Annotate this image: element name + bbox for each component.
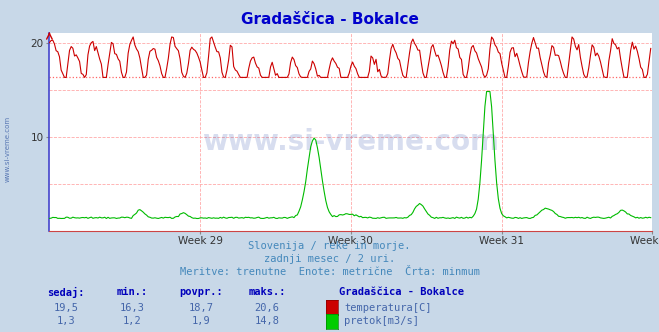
Text: Gradaščica - Bokalce: Gradaščica - Bokalce — [241, 12, 418, 27]
Text: 18,7: 18,7 — [188, 303, 214, 313]
Text: povpr.:: povpr.: — [179, 287, 223, 297]
Text: temperatura[C]: temperatura[C] — [344, 303, 432, 313]
Text: 16,3: 16,3 — [119, 303, 144, 313]
Text: Meritve: trenutne  Enote: metrične  Črta: minmum: Meritve: trenutne Enote: metrične Črta: … — [179, 267, 480, 277]
Text: www.si-vreme.com: www.si-vreme.com — [5, 116, 11, 183]
Text: 14,8: 14,8 — [254, 316, 279, 326]
Text: 1,9: 1,9 — [192, 316, 210, 326]
Text: 19,5: 19,5 — [53, 303, 78, 313]
Text: 1,2: 1,2 — [123, 316, 141, 326]
Text: 1,3: 1,3 — [57, 316, 75, 326]
Text: Slovenija / reke in morje.: Slovenija / reke in morje. — [248, 241, 411, 251]
Text: Gradaščica - Bokalce: Gradaščica - Bokalce — [339, 287, 465, 297]
Text: sedaj:: sedaj: — [47, 287, 84, 298]
Text: min.:: min.: — [116, 287, 148, 297]
Text: zadnji mesec / 2 uri.: zadnji mesec / 2 uri. — [264, 254, 395, 264]
Text: 20,6: 20,6 — [254, 303, 279, 313]
Text: maks.:: maks.: — [248, 287, 285, 297]
Text: www.si-vreme.com: www.si-vreme.com — [202, 128, 500, 156]
Text: pretok[m3/s]: pretok[m3/s] — [344, 316, 419, 326]
